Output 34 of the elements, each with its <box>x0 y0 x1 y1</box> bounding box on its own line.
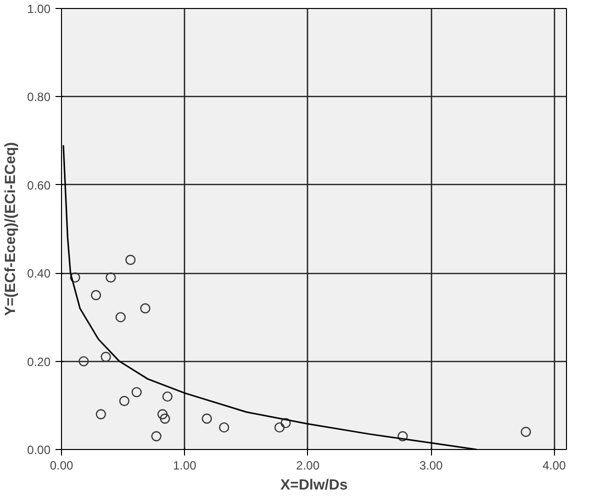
point <box>70 272 80 283</box>
y-tick-label: 0.20 <box>27 354 51 369</box>
x-tick-label: 4.00 <box>542 458 566 472</box>
y-tick-label: 0.80 <box>27 90 51 104</box>
y-tick-label: 0.60 <box>27 178 51 192</box>
x-tick-label: 1.00 <box>172 458 197 472</box>
y-tick-label: 1.00 <box>27 2 51 16</box>
point <box>96 409 106 420</box>
y-axis-title: Y=(ECf-Eceq)/(ECi-ECeq) <box>3 142 20 316</box>
point <box>90 290 102 300</box>
point <box>520 426 531 437</box>
point <box>162 391 173 402</box>
point <box>106 272 116 283</box>
point <box>157 409 168 420</box>
point <box>116 312 126 322</box>
point <box>132 387 142 398</box>
y-tick-label: 0.00 <box>27 443 51 457</box>
point <box>274 422 285 433</box>
point <box>160 414 170 424</box>
point <box>280 418 291 428</box>
point <box>140 303 150 314</box>
x-tick-label: 3.00 <box>419 458 444 472</box>
point <box>78 356 89 366</box>
point <box>100 352 111 362</box>
point <box>398 431 408 442</box>
x-axis-title: X=Dlw/Ds <box>280 478 348 494</box>
x-tick-label: 2.00 <box>296 458 320 472</box>
point <box>151 431 162 442</box>
point <box>119 396 130 406</box>
y-tick-label: 0.40 <box>27 266 51 281</box>
point <box>218 422 230 433</box>
point <box>202 414 212 424</box>
x-tick-label: 0.00 <box>50 458 74 472</box>
point <box>125 254 136 265</box>
